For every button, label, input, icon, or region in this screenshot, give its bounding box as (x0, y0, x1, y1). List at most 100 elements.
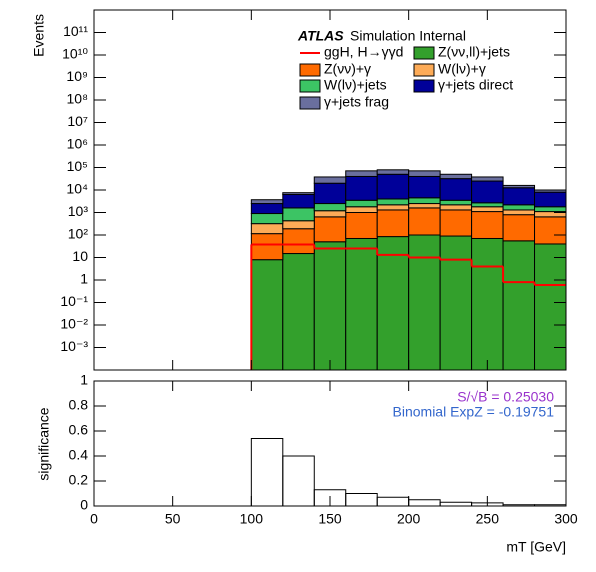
legend-label: W(lν)+γ (438, 61, 486, 77)
histogram-segment (313, 216, 347, 243)
y-tick-label: 0 (80, 497, 88, 513)
histogram-segment (345, 212, 378, 239)
histogram-segment (534, 243, 567, 371)
histogram-segment (439, 235, 473, 371)
histogram-segment (408, 203, 441, 209)
y-tick-label: 10⁻³ (60, 338, 88, 354)
legend-label: Z(νν)+γ (324, 61, 371, 77)
x-tick-label: 50 (165, 511, 181, 527)
histogram-segment (471, 237, 504, 371)
histogram-segment (502, 209, 536, 216)
x-tick-label: 150 (318, 511, 342, 527)
y-tick-label: 10⁻² (60, 316, 88, 332)
y-tick-label: 1 (80, 372, 88, 388)
histogram-segment (502, 204, 536, 211)
x-tick-label: 100 (240, 511, 264, 527)
annotation: Binomial ExpZ = -0.19751 (393, 404, 555, 420)
histogram-segment (313, 203, 347, 212)
histogram-segment (439, 178, 473, 201)
atlas-sublabel: Simulation Internal (350, 28, 466, 44)
histogram-segment (439, 173, 473, 180)
histogram-segment (471, 206, 504, 213)
legend-label: W(lν)+jets (324, 77, 387, 93)
y-tick-label: 0.8 (69, 397, 89, 413)
histogram-segment (471, 180, 504, 204)
legend-label: γ+jets direct (438, 77, 513, 93)
legend-swatch (413, 63, 435, 77)
atlas-label: ATLAS (297, 28, 344, 44)
y-tick-label: 10² (68, 226, 89, 242)
y-tick-label: 10¹⁰ (62, 46, 88, 62)
histogram-segment (345, 175, 378, 201)
y-axis-label: significance (36, 407, 52, 480)
y-tick-label: 10⁷ (67, 113, 88, 129)
y-tick-label: 0.4 (69, 447, 89, 463)
histogram-segment (250, 199, 284, 205)
histogram-segment (250, 259, 284, 371)
histogram-segment (502, 187, 536, 206)
y-tick-label: 10⁹ (66, 68, 88, 84)
y-tick-label: 10³ (68, 203, 89, 219)
histogram-segment (282, 192, 315, 196)
histogram-segment (313, 241, 347, 371)
histogram-segment (250, 233, 284, 261)
y-tick-label: 10⁻¹ (60, 293, 88, 309)
y-tick-label: 0.2 (69, 472, 89, 488)
y-tick-label: 10⁵ (67, 158, 88, 174)
histogram-segment (250, 213, 284, 225)
histogram-segment (408, 175, 441, 199)
histogram-segment (439, 204, 473, 211)
histogram-segment (282, 194, 315, 209)
legend-swatch (413, 79, 435, 93)
histogram-segment (345, 206, 378, 213)
histogram-segment (345, 199, 378, 208)
x-tick-label: 0 (90, 511, 98, 527)
histogram-segment (345, 170, 378, 177)
histogram-segment (408, 170, 441, 177)
histogram-segment (376, 209, 410, 238)
histogram-segment (282, 253, 315, 371)
histogram-segment (502, 240, 536, 371)
x-axis-label: mT [GeV] (506, 539, 566, 555)
histogram-segment (250, 223, 284, 235)
histogram-segment (534, 216, 567, 245)
x-tick-label: 300 (554, 511, 578, 527)
histogram-segment (376, 169, 410, 175)
histogram-segment (376, 204, 410, 211)
histogram-segment (502, 214, 536, 242)
histogram-segment (502, 184, 536, 189)
histogram-segment (250, 203, 284, 215)
histogram-segment (376, 198, 410, 206)
y-tick-label: 10⁸ (67, 91, 89, 107)
histogram-segment (408, 234, 441, 371)
legend-label: Z(νν,ll)+jets (438, 44, 510, 60)
histogram-segment (408, 197, 441, 205)
histogram-segment (313, 176, 347, 184)
legend-label: γ+jets frag (324, 94, 389, 110)
y-tick-label: 10 (72, 248, 88, 264)
y-tick-label: 1 (80, 271, 88, 287)
histogram-segment (376, 173, 410, 200)
histogram-segment (313, 182, 347, 205)
legend-swatch (413, 46, 435, 60)
legend-swatch (299, 96, 321, 110)
histogram-segment (534, 206, 567, 213)
y-axis-label: Events (31, 14, 47, 57)
histogram-segment (534, 191, 567, 208)
legend-swatch (299, 79, 321, 93)
annotation: S/√B = 0.25030 (457, 389, 554, 405)
histogram-segment (471, 202, 504, 208)
histogram-segment (282, 207, 315, 222)
histogram-segment (471, 176, 504, 182)
histogram-segment (471, 211, 504, 239)
histogram-segment (439, 209, 473, 237)
histogram-segment (313, 210, 347, 218)
legend-label: ggH, H→γγd (324, 44, 403, 60)
histogram-segment (282, 220, 315, 230)
y-tick-label: 10⁶ (67, 136, 88, 152)
histogram-segment (376, 236, 410, 371)
histogram-segment (345, 237, 378, 371)
y-tick-label: 0.6 (69, 422, 89, 438)
x-tick-label: 200 (397, 511, 421, 527)
